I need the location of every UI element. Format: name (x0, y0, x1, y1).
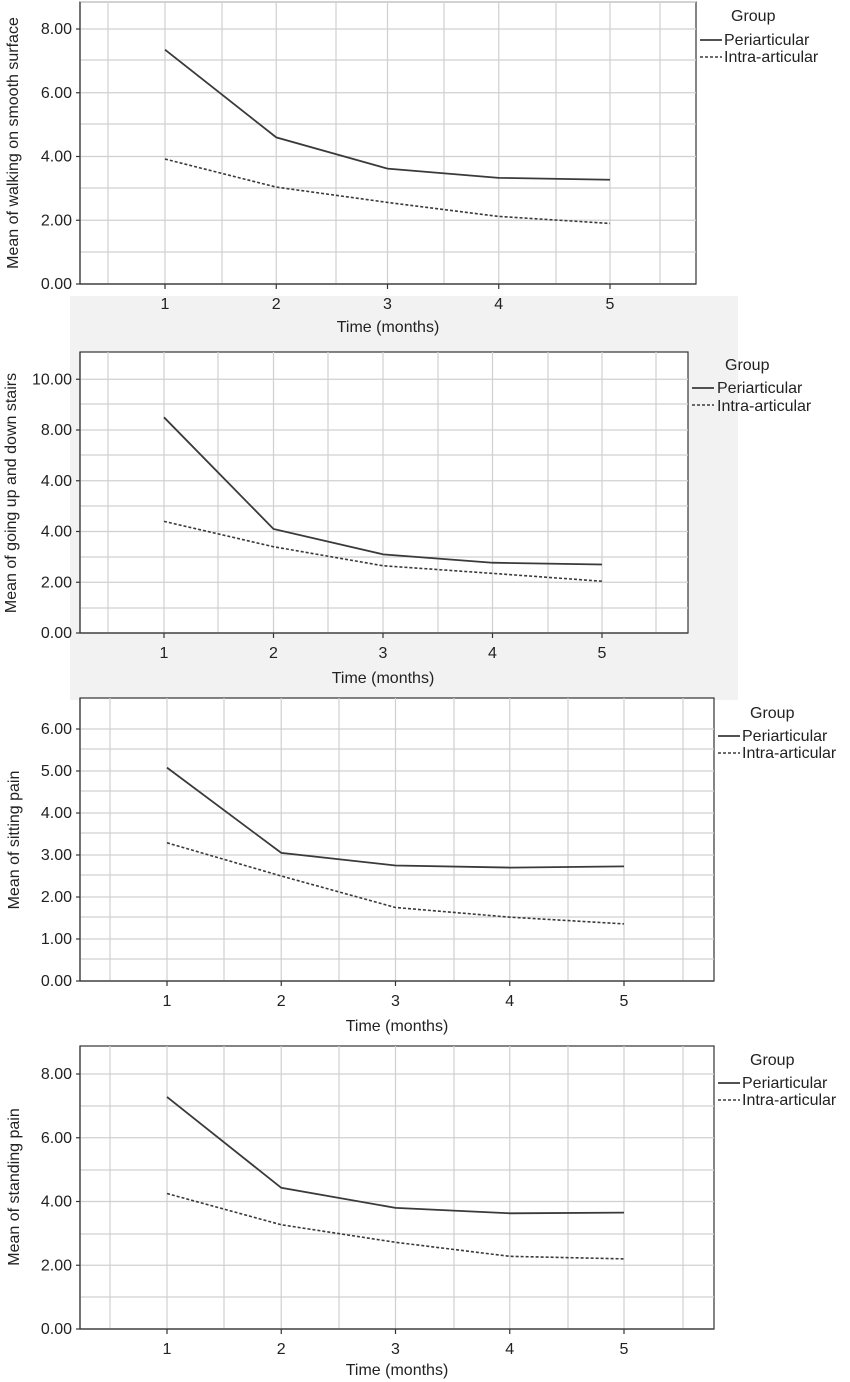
x-tick-label: 5 (606, 296, 615, 313)
y-tick-label: 2.00 (41, 212, 72, 229)
legend: Group Periarticular Intra-articular (718, 705, 837, 762)
grid (79, 698, 714, 982)
series-line-periarticular (166, 1096, 625, 1215)
legend-title: Group (750, 1052, 795, 1069)
x-tick-label: 3 (379, 645, 388, 662)
x-axis-label: Time (months) (332, 670, 435, 687)
x-tick-label: 4 (494, 296, 503, 313)
x-axis-label: Time (months) (337, 319, 440, 336)
legend-title: Group (725, 357, 770, 374)
y-tick-label: 0.00 (41, 276, 72, 293)
series-group (166, 766, 625, 925)
x-tick-label: 5 (620, 1341, 629, 1358)
panel-3: 0.00 1.00 2.00 3.00 4.00 5.00 6.00 1 2 3 4 5 Time … (6, 697, 837, 1035)
x-tick-labels: 1 2 3 4 5 (160, 633, 607, 662)
x-tick-label: 1 (160, 645, 169, 662)
y-tick-labels: 0.00 2.00 4.00 6.00 8.00 (41, 21, 80, 293)
y-tick-label: 4.00 (41, 473, 72, 490)
legend-entry-periarticular: Periarticular (742, 1075, 828, 1092)
panel-1: 0.00 2.00 4.00 6.00 8.00 1 2 3 4 5 Time (months)… (5, 1, 819, 336)
legend: Group Periarticular Intra-articular (718, 1052, 837, 1109)
legend-entry-periarticular: Periarticular (724, 32, 810, 49)
y-axis-label: Mean of going up and down stairs (3, 373, 20, 613)
x-axis-label: Time (months) (346, 1018, 449, 1035)
grid (79, 1046, 714, 1330)
plot-frame (79, 351, 689, 634)
series-group (166, 1096, 625, 1260)
y-tick-label: 4.00 (41, 524, 72, 541)
y-tick-label: 0.00 (41, 625, 72, 642)
y-tick-labels: 0.00 2.00 4.00 6.00 8.00 (41, 1066, 80, 1338)
y-axis-label: Mean of sitting pain (6, 771, 23, 910)
y-tick-label: 8.00 (41, 1066, 72, 1083)
grid (79, 352, 688, 634)
series-group (163, 416, 603, 583)
legend-entry-intra-articular: Intra-articular (724, 49, 819, 66)
x-axis-label: Time (months) (346, 1362, 449, 1379)
y-tick-label: 3.00 (41, 847, 72, 864)
legend-entry-intra-articular: Intra-articular (717, 398, 812, 415)
series-group (164, 49, 611, 225)
legend-title: Group (750, 705, 795, 722)
y-tick-label: 8.00 (41, 422, 72, 439)
legend: Group Periarticular Intra-articular (700, 8, 819, 66)
y-tick-label: 4.00 (41, 149, 72, 166)
series-line-intra-articular (166, 1192, 625, 1260)
x-tick-label: 2 (269, 645, 278, 662)
y-tick-label: 2.00 (41, 889, 72, 906)
y-tick-label: 2.00 (41, 1257, 72, 1274)
legend-entry-intra-articular: Intra-articular (742, 745, 837, 762)
series-line-intra-articular (164, 158, 611, 225)
y-tick-label: 6.00 (41, 1130, 72, 1147)
y-tick-label: 4.00 (41, 805, 72, 822)
x-tick-labels: 1 2 3 4 5 (163, 1329, 629, 1358)
x-tick-label: 3 (391, 993, 400, 1010)
legend: Group Periarticular Intra-articular (692, 357, 812, 415)
y-tick-label: 0.00 (41, 973, 72, 990)
x-tick-label: 1 (163, 993, 172, 1010)
legend-entry-intra-articular: Intra-articular (742, 1092, 837, 1109)
x-tick-label: 3 (391, 1341, 400, 1358)
y-tick-label: 6.00 (41, 721, 72, 738)
y-tick-labels: 0.00 1.00 2.00 3.00 4.00 5.00 6.00 (41, 721, 80, 990)
y-tick-label: 5.00 (41, 763, 72, 780)
y-tick-label: 8.00 (41, 21, 72, 38)
y-tick-label: 2.00 (41, 574, 72, 591)
series-line-periarticular (166, 766, 625, 869)
x-tick-label: 2 (277, 1341, 286, 1358)
plot-frame (79, 1045, 715, 1330)
x-tick-labels: 1 2 3 4 5 (163, 981, 629, 1010)
y-tick-label: 0.00 (41, 1321, 72, 1338)
y-tick-labels: 0.00 2.00 4.00 4.00 8.00 10.00 (32, 371, 80, 642)
panel-2: 0.00 2.00 4.00 4.00 8.00 10.00 1 2 3 4 5 Time (mo… (3, 351, 812, 687)
x-tick-label: 5 (598, 645, 607, 662)
x-tick-label: 1 (161, 296, 170, 313)
series-line-periarticular (163, 416, 603, 566)
x-tick-label: 2 (277, 993, 286, 1010)
legend-entry-periarticular: Periarticular (717, 380, 803, 397)
y-axis-label: Mean of standing pain (6, 1108, 23, 1265)
series-line-intra-articular (166, 842, 625, 925)
plot-frame (79, 697, 715, 982)
x-tick-label: 4 (505, 993, 514, 1010)
y-tick-label: 6.00 (41, 85, 72, 102)
series-line-periarticular (164, 49, 611, 181)
x-tick-label: 2 (272, 296, 281, 313)
x-tick-label: 3 (383, 296, 392, 313)
legend-title: Group (731, 8, 776, 25)
x-tick-label: 4 (488, 645, 497, 662)
y-axis-label: Mean of walking on smooth surface (5, 17, 22, 269)
x-tick-label: 5 (620, 993, 629, 1010)
panel-4: 0.00 2.00 4.00 6.00 8.00 1 2 3 4 5 Time (months)… (6, 1045, 837, 1379)
y-tick-label: 10.00 (32, 371, 72, 388)
x-tick-label: 4 (505, 1341, 514, 1358)
y-tick-label: 4.00 (41, 1194, 72, 1211)
x-tick-label: 1 (163, 1341, 172, 1358)
y-tick-label: 1.00 (41, 931, 72, 948)
x-tick-labels: 1 2 3 4 5 (161, 284, 615, 313)
legend-entry-periarticular: Periarticular (742, 728, 828, 745)
